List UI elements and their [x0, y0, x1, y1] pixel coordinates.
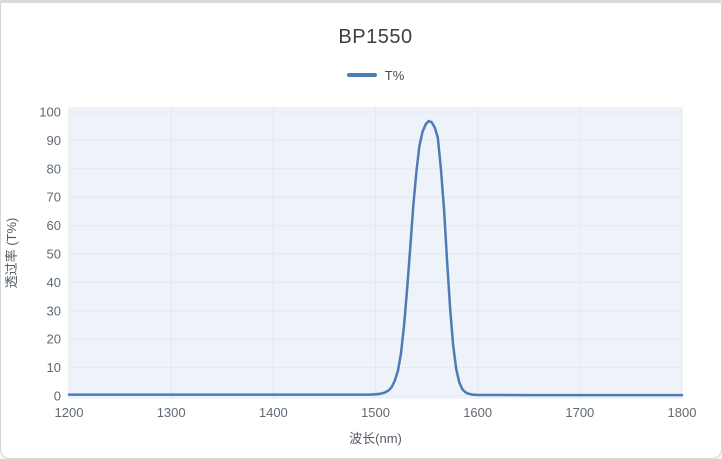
x-tick-label: 1700 — [565, 405, 594, 420]
y-tick-label: 30 — [47, 303, 61, 318]
y-tick-label: 0 — [54, 389, 61, 404]
x-tick-label: 1400 — [259, 405, 288, 420]
x-axis-title: 波长(nm) — [349, 431, 402, 446]
y-axis-title: 透过率 (T%) — [4, 217, 19, 289]
plot-area: 1200 1300 1400 1500 1600 1700 1800 0 10 20 30 40 50 6… — [39, 105, 697, 421]
x-tick-label: 1200 — [55, 405, 84, 420]
legend-label: T% — [384, 67, 405, 83]
x-tick-label: 1800 — [668, 405, 697, 420]
x-tick-label: 1300 — [157, 405, 186, 420]
y-tick-label: 20 — [47, 332, 61, 347]
transmittance-curve — [67, 119, 684, 397]
y-tick-label: 90 — [47, 133, 61, 148]
y-tick-label: 10 — [47, 360, 61, 375]
y-tick-label: 100 — [39, 105, 61, 120]
y-tick-label: 80 — [47, 161, 61, 176]
legend-line-swatch — [346, 73, 377, 77]
y-tick-label: 40 — [47, 275, 61, 290]
y-tick-label: 70 — [47, 190, 61, 205]
x-tick-label: 1500 — [361, 405, 390, 420]
chart-title: BP1550 — [338, 26, 413, 48]
x-tick-label: 1600 — [463, 405, 492, 420]
y-tick-label: 60 — [47, 218, 61, 233]
y-tick-label: 50 — [47, 247, 61, 262]
legend-item-t-percent[interactable]: T% — [69, 66, 682, 84]
